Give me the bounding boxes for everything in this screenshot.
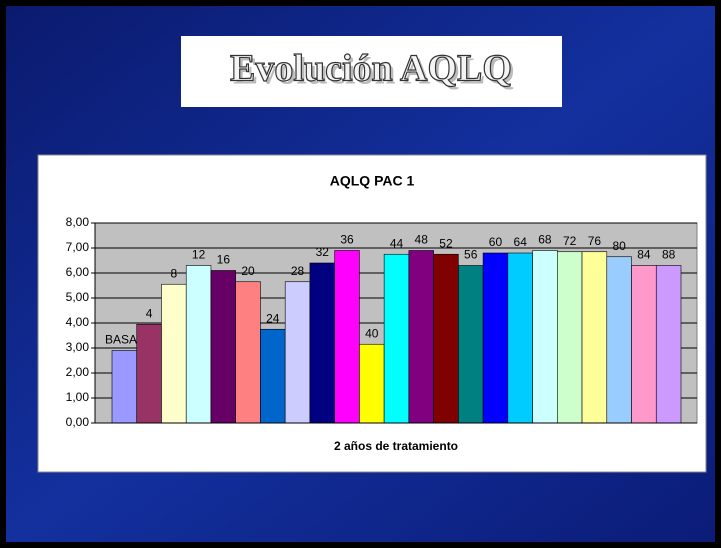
data-label: 4 [146,306,153,320]
data-label: 64 [514,235,528,249]
data-label: 44 [390,236,404,250]
y-tick-label: 7,00 [66,240,90,254]
bar [309,262,335,424]
bar [334,250,360,424]
bar [185,265,212,424]
data-label: 80 [612,239,626,253]
data-label: 72 [563,234,577,248]
bar [235,281,261,424]
data-label: BASAL [105,333,144,347]
data-label: 36 [340,233,354,247]
y-tick-label: 4,00 [66,315,90,329]
data-label: 88 [662,248,676,262]
chart-title: AQLQ PAC 1 [330,173,415,189]
bar [631,265,657,424]
bar [606,256,632,424]
data-label: 8 [171,266,178,280]
bar [458,265,484,424]
title-shadow: Evolución AQLQ [233,51,515,93]
y-tick-label: 0,00 [66,415,90,429]
bar [433,253,459,424]
bar [532,250,558,424]
data-label: 48 [415,233,429,247]
bar [655,265,682,424]
bar [136,323,162,424]
data-label: 16 [217,253,231,267]
data-label: 20 [241,264,255,278]
bar [260,328,286,424]
data-label: 60 [489,235,503,249]
y-tick-label: 2,00 [66,365,90,379]
data-label: 12 [192,248,206,262]
y-tick-label: 3,00 [66,340,90,354]
bar [161,283,187,424]
y-tick-label: 8,00 [66,215,90,229]
data-label: 84 [637,248,651,262]
data-label: 68 [538,233,552,247]
bar [482,252,509,424]
bar [111,350,138,424]
y-tick-label: 6,00 [66,265,90,279]
y-tick-label: 5,00 [66,290,90,304]
bar [284,281,311,424]
data-label: 56 [464,248,478,262]
data-label: 40 [365,326,379,340]
bar [581,251,608,424]
bar [210,270,236,424]
data-label: 28 [291,264,305,278]
bar [383,253,410,424]
bar [557,251,583,424]
data-label: 32 [316,245,330,259]
data-label: 76 [588,234,602,248]
title-box [181,36,562,107]
slide-title: Evolución AQLQ [230,48,512,90]
bar [359,343,385,424]
x-axis-label: 2 años de tratamiento [334,439,458,453]
data-label: 52 [439,236,453,250]
data-label: 24 [266,311,280,325]
bar [408,250,434,424]
bar [507,252,533,424]
y-tick-label: 1,00 [66,390,90,404]
